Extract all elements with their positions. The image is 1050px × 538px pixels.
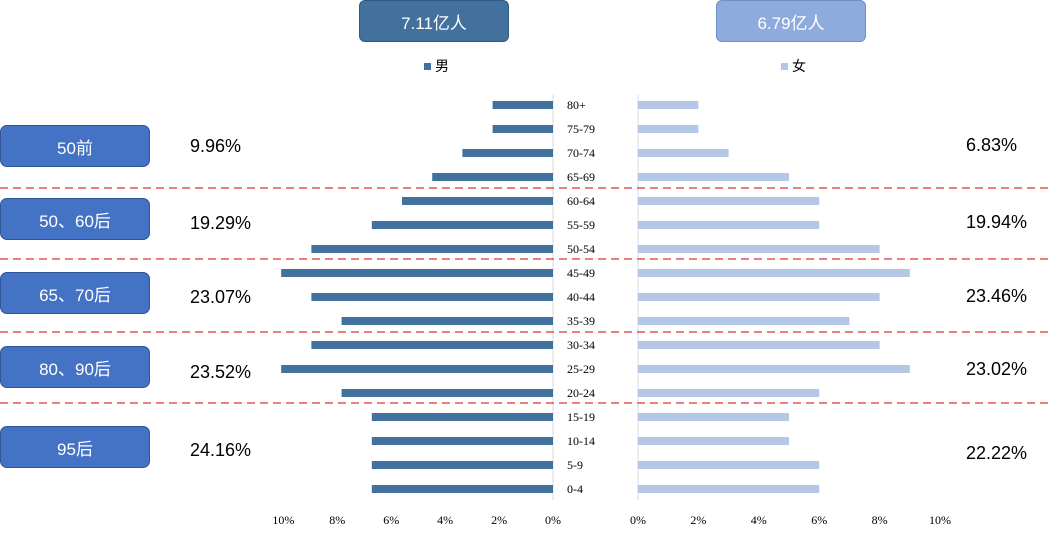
male-pct-80-90: 23.52% (190, 362, 252, 382)
age-label-30-34: 30-34 (567, 338, 595, 352)
age-label-65-69: 65-69 (567, 170, 595, 184)
female-bar-65-69 (638, 173, 789, 181)
female-pct-80-90: 23.02% (966, 359, 1028, 379)
male-bar-65-69 (432, 173, 553, 181)
male-bar-70-74 (462, 149, 553, 157)
female-pct-95: 22.22% (966, 443, 1028, 463)
male-bar-55-59 (371, 221, 553, 229)
female-pct-50-before: 6.83% (966, 135, 1018, 155)
age-label-50-54: 50-54 (567, 242, 595, 256)
male-bar-30-34 (311, 341, 553, 349)
male-tick-1: 8% (329, 513, 345, 527)
female-bar-55-59 (638, 221, 820, 229)
female-bar-10-14 (638, 437, 789, 445)
female-bar-5-9 (638, 461, 820, 469)
female-total-badge: 6.79亿人 (716, 0, 866, 42)
male-bar-35-39 (341, 317, 553, 325)
female-bar-60-64 (638, 197, 820, 205)
female-tick-1: 2% (690, 513, 706, 527)
female-bar-20-24 (638, 389, 820, 397)
age-label-80+: 80+ (567, 98, 586, 112)
female-bar-45-49 (638, 269, 910, 277)
male-pct-95: 24.16% (190, 440, 252, 460)
generation-button-50-before[interactable]: 50前 (0, 125, 150, 167)
male-tick-5: 0% (545, 513, 561, 527)
age-label-5-9: 5-9 (567, 458, 583, 472)
male-tick-2: 6% (383, 513, 399, 527)
female-pct-50-60: 19.94% (966, 212, 1028, 232)
generation-button-95[interactable]: 95后 (0, 426, 150, 468)
female-bar-40-44 (638, 293, 880, 301)
age-label-45-49: 45-49 (567, 266, 595, 280)
male-tick-4: 2% (491, 513, 507, 527)
age-label-70-74: 70-74 (567, 146, 595, 160)
male-bar-5-9 (371, 461, 553, 469)
male-bar-75-79 (492, 125, 553, 133)
age-label-55-59: 55-59 (567, 218, 595, 232)
male-bar-20-24 (341, 389, 553, 397)
female-tick-4: 8% (872, 513, 888, 527)
age-label-35-39: 35-39 (567, 314, 595, 328)
age-label-10-14: 10-14 (567, 434, 595, 448)
male-pct-65-70: 23.07% (190, 287, 252, 307)
male-bar-45-49 (281, 269, 553, 277)
age-label-15-19: 15-19 (567, 410, 595, 424)
female-bar-15-19 (638, 413, 789, 421)
age-label-75-79: 75-79 (567, 122, 595, 136)
generation-button-80-90[interactable]: 80、90后 (0, 346, 150, 388)
generation-button-65-70[interactable]: 65、70后 (0, 272, 150, 314)
female-bar-75-79 (638, 125, 699, 133)
male-bar-60-64 (402, 197, 553, 205)
male-tick-3: 4% (437, 513, 453, 527)
male-tick-0: 10% (272, 513, 294, 527)
female-bar-35-39 (638, 317, 850, 325)
male-pct-50-60: 19.29% (190, 213, 252, 233)
male-bar-10-14 (371, 437, 553, 445)
female-tick-2: 4% (751, 513, 767, 527)
female-tick-0: 0% (630, 513, 646, 527)
age-label-25-29: 25-29 (567, 362, 595, 376)
female-bar-30-34 (638, 341, 880, 349)
male-pct-50-before: 9.96% (190, 136, 242, 156)
legend-female: 女 (781, 56, 806, 76)
female-bar-0-4 (638, 485, 820, 493)
male-bar-15-19 (371, 413, 553, 421)
age-label-60-64: 60-64 (567, 194, 595, 208)
female-bar-80+ (638, 101, 699, 109)
female-bar-70-74 (638, 149, 729, 157)
legend-male-swatch (424, 62, 431, 70)
female-bar-50-54 (638, 245, 880, 253)
male-bar-50-54 (311, 245, 553, 253)
generation-button-50-60[interactable]: 50、60后 (0, 198, 150, 240)
age-label-0-4: 0-4 (567, 482, 583, 496)
legend-male: 男 (424, 56, 449, 76)
male-total-badge: 7.11亿人 (359, 0, 509, 42)
age-label-20-24: 20-24 (567, 386, 595, 400)
legend-female-swatch (781, 62, 788, 70)
age-label-40-44: 40-44 (567, 290, 595, 304)
legend-female-label: 女 (792, 58, 806, 74)
female-tick-5: 10% (929, 513, 951, 527)
male-bar-80+ (492, 101, 553, 109)
male-bar-25-29 (281, 365, 553, 373)
female-tick-3: 6% (811, 513, 827, 527)
legend-male-label: 男 (435, 58, 449, 74)
female-bar-25-29 (638, 365, 910, 373)
male-bar-0-4 (371, 485, 553, 493)
female-pct-65-70: 23.46% (966, 286, 1028, 306)
male-bar-40-44 (311, 293, 553, 301)
